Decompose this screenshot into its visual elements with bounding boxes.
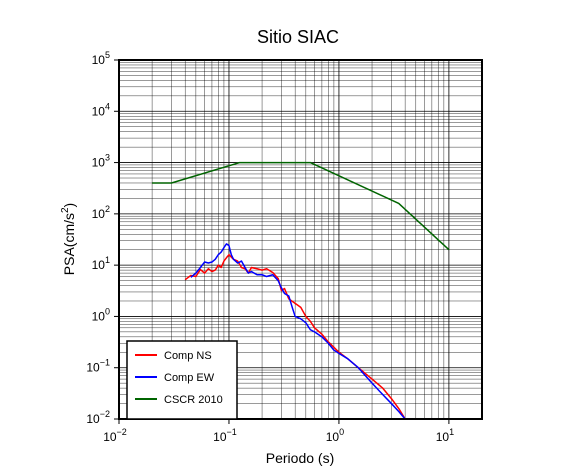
y-tick-label: 100 — [92, 306, 110, 323]
series-line-comp-ew — [190, 243, 406, 420]
legend-label: Comp EW — [164, 372, 215, 384]
series-lines — [152, 161, 450, 420]
y-tick-label: 103 — [92, 153, 110, 170]
legend: Comp NS Comp EW CSCR 2010 — [126, 340, 238, 420]
x-tick-label: 100 — [326, 427, 344, 444]
y-tick-label: 105 — [92, 50, 110, 67]
legend-label: Comp NS — [164, 350, 212, 362]
x-tick-label: 10−2 — [103, 427, 127, 444]
series-line-comp-ns — [184, 253, 406, 420]
x-tick-label: 10−1 — [213, 427, 237, 444]
y-tick-label: 104 — [92, 101, 110, 118]
y-tick-label: 102 — [92, 204, 110, 221]
legend-label: CSCR 2010 — [164, 394, 223, 406]
x-axis-label: Periodo (s) — [266, 450, 334, 466]
y-tick-label: 10−2 — [86, 409, 110, 426]
y-tick-label: 10−1 — [86, 358, 110, 375]
y-tick-label: 101 — [92, 255, 110, 272]
plot-frame — [118, 59, 483, 420]
series-line-cscr-2010 — [152, 161, 450, 251]
y-axis-label: PSA(cm/s2) — [60, 203, 77, 275]
x-tick-label: 101 — [436, 427, 454, 444]
chart-title: Sitio SIAC — [257, 27, 339, 47]
